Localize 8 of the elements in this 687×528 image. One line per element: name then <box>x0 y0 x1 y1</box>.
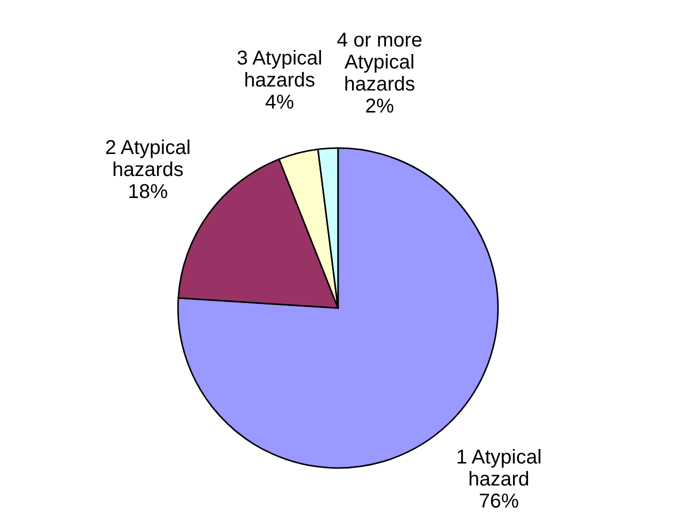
slice-label: 4 or more Atypical hazards <box>336 29 422 96</box>
slice-label: 3 Atypical hazards <box>236 47 322 92</box>
data-label: 4% <box>265 91 294 114</box>
slice-label: 2 Atypical hazards <box>105 136 191 181</box>
data-label: 76% <box>478 490 520 512</box>
slice-label: 1 Atypical hazard <box>456 446 542 490</box>
data-label: 2% <box>365 95 394 118</box>
data-label: 18% <box>128 180 168 203</box>
